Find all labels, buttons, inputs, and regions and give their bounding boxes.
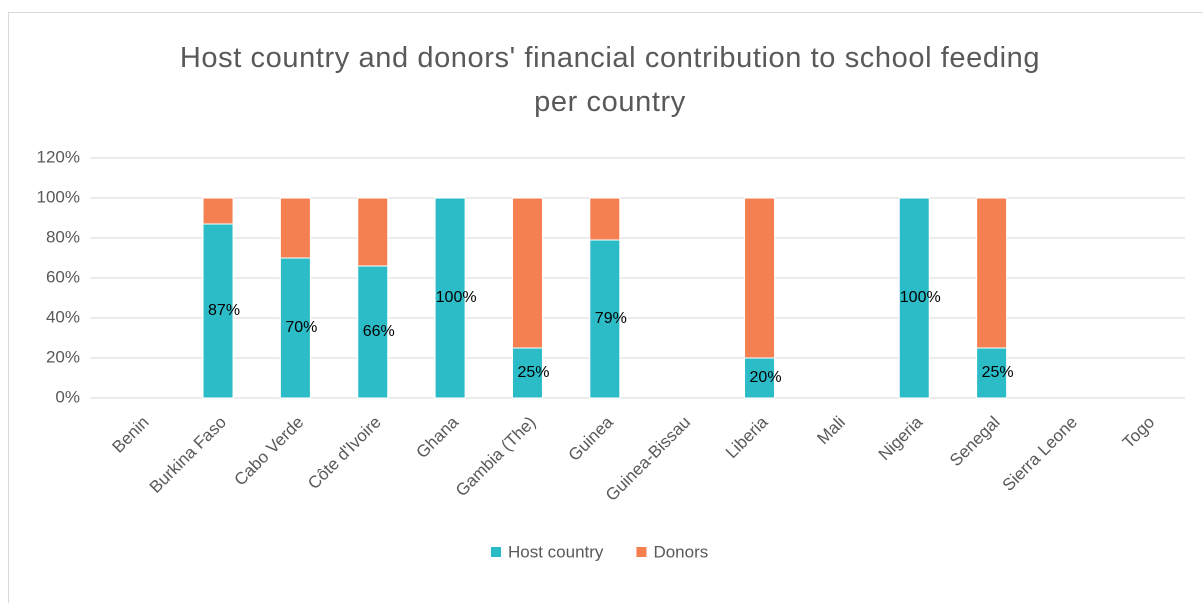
y-tick-label: 120% [37, 147, 80, 166]
data-label: 20% [750, 369, 782, 386]
data-label: 100% [900, 289, 941, 306]
x-tick-label: Benin [108, 413, 152, 457]
bar-segment [434, 197, 466, 399]
y-tick-label: 40% [46, 307, 80, 326]
legend-swatch [491, 547, 501, 557]
data-label: 79% [595, 310, 627, 327]
x-tick-label: Nigeria [875, 412, 927, 464]
x-tick-label: Gambia (The) [452, 413, 540, 501]
bar-segment [357, 197, 389, 267]
x-tick-label: Guinea [565, 412, 618, 465]
data-label: 87% [208, 302, 240, 319]
legend-swatch [636, 547, 647, 557]
y-tick-label: 80% [46, 227, 80, 246]
legend-label: Host country [508, 542, 604, 561]
bar-segment [898, 197, 930, 399]
bar-segment [744, 357, 776, 399]
bar-segment [744, 197, 776, 359]
chart-title: Host country and donors' financial contr… [179, 42, 1041, 118]
chart-frame [8, 12, 1203, 603]
data-label: 100% [436, 289, 477, 306]
bar-segment [976, 197, 1008, 349]
bar-segment [279, 197, 311, 259]
y-tick-label: 0% [55, 387, 80, 406]
data-label: 25% [517, 364, 549, 381]
legend-label: Donors [653, 542, 708, 561]
bar-segment [511, 347, 543, 399]
x-tick-label: Togo [1119, 413, 1159, 453]
y-tick-label: 20% [46, 347, 80, 366]
bar-segment [202, 197, 234, 225]
x-tick-label: Cabo Verde [230, 413, 307, 490]
bar-segment [357, 265, 389, 399]
bar-segment [279, 257, 311, 399]
x-tick-label: Sierra Leone [999, 413, 1081, 495]
bar-segment [976, 347, 1008, 399]
y-tick-label: 60% [46, 267, 80, 286]
data-label: 70% [285, 319, 317, 336]
x-tick-label: Liberia [722, 412, 772, 462]
bar-segment [511, 197, 543, 349]
x-tick-label: Ghana [413, 412, 463, 462]
x-tick-label: Senegal [946, 413, 1004, 471]
bar-segment [589, 239, 621, 399]
x-tick-label: Mali [813, 413, 848, 448]
x-tick-label: Burkina Faso [146, 413, 230, 497]
x-tick-label: Côte d'Ivoire [304, 413, 385, 494]
data-label: 66% [363, 323, 395, 340]
y-tick-label: 100% [37, 187, 80, 206]
data-label: 25% [982, 364, 1014, 381]
bar-segment [589, 197, 621, 241]
